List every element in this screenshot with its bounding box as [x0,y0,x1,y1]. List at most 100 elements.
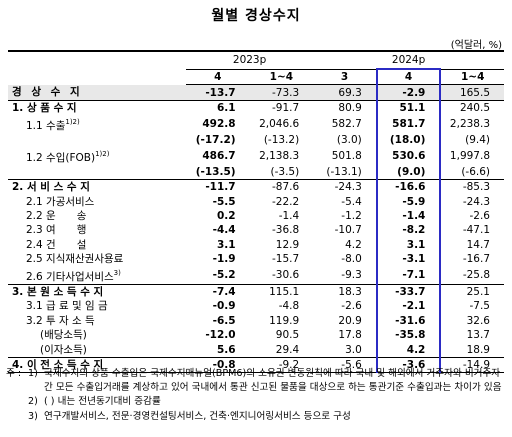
cell: 69.3 [313,84,377,101]
cell: (3.0) [336,133,362,146]
table-row: 2.5 지식재산권사용료 -1.9 -15.7 -8.0 -3.1 -16.7 [8,251,504,267]
row-label-text: 2.2 운 송 [26,209,87,222]
row-label-text: 1. 상 품 수 지 [12,101,77,114]
footnote-prefix [6,395,28,409]
table-row: 2.2 운 송 0.2 -1.4 -1.2 -1.4 -2.6 [8,208,504,224]
header-row: 4 1~4 3 4 1~4 [8,68,504,86]
footnote-ref: 1)2) [65,118,80,127]
table-row: 1.1 수출1)2) 492.8 2,046.6 582.7 581.7 2,238.3 [8,115,504,133]
cell: (-3.5) [270,165,300,178]
row-label-text: 1.2 수입(FOB) [26,151,96,164]
row-label: 2.6 기타사업서비스3) [8,266,186,284]
table-row: 2.4 건 설 3.1 12.9 4.2 3.1 14.7 [8,237,504,252]
footnote-mark: 2) [28,396,38,408]
group-header: 2023p [186,50,314,70]
row-label: 1.2 수입(FOB)1)2) [8,147,186,165]
footnote: 2) ( ) 내는 전년동기대비 증감률 [6,395,506,409]
cell: (9.4) [465,133,490,146]
cell: -3.1 [375,251,442,267]
cell: 3.0 [345,343,362,356]
cell: -7.5 [469,300,491,313]
cell: -24.3 [462,195,490,208]
cell: (-13.2) [263,133,300,146]
row-label-text: (이자소득) [40,343,87,356]
cell: -2.6 [469,209,491,222]
cell: -5.5 [212,195,236,208]
cell: -15.7 [272,253,300,266]
column-header: 1~4 [440,69,504,86]
row-label [8,165,186,180]
unit: (억달러, %) [450,40,502,51]
cell: -16.7 [462,253,490,266]
table-row: (-17.2) (-13.2) (3.0) (18.0) (9.4) [8,132,504,148]
cell: 51.1 [375,99,442,116]
cell: -8.2 [375,223,442,238]
footnote: 3) 연구개발서비스, 전문·경영컨설팅서비스, 건축·엔지니어링서비스 등으로 … [6,410,506,424]
cell: (18.0) [375,132,442,148]
cell: -7.4 [186,283,250,300]
cell: -73.3 [249,84,314,101]
cell: -2.1 [375,299,442,314]
notes: 주 : 1) 국제수지의 상품 수출입은 국제수지매뉴얼(BPM6)의 소유권 변동… [6,367,506,424]
cell: -16.6 [375,178,442,195]
cell: -24.3 [313,178,377,195]
footnote: 주 : 1) 국제수지의 상품 수출입은 국제수지매뉴얼(BPM6)의 소유권 변동… [6,367,506,395]
row-label: 1.1 수출1)2) [8,115,186,133]
cell: 501.8 [331,149,362,162]
cell: 486.7 [202,149,236,162]
cell: 6.1 [186,99,250,116]
cell: -2.6 [341,300,362,313]
title: 월별 경상수지 [211,8,301,24]
footnote-ref: 1)2) [95,150,110,159]
cell: -25.8 [462,269,490,282]
cell: -85.3 [440,178,504,195]
cell: 492.8 [202,117,236,130]
cell: 165.5 [440,84,504,101]
cell: -0.8 [186,356,250,374]
cell: 5.6 [216,343,236,356]
cell: 582.7 [331,117,362,130]
cell: 29.4 [275,343,300,356]
cell: -1.4 [278,209,300,222]
row-label-text: 2.6 기타사업서비스 [26,270,114,283]
table-row: (배당소득) -12.0 90.5 17.8 -35.8 13.7 [8,327,504,343]
row-label: 3.2 투 자 소 득 [8,314,186,328]
row-label: 3. 본 원 소 득 수 지 [8,283,186,300]
cell: -22.2 [272,195,300,208]
cell: 32.6 [466,314,490,327]
row-label: 경 상 수 지 [8,84,186,101]
cell: 0.2 [216,209,236,222]
footnote-text: 국제수지의 상품 수출입은 국제수지매뉴얼(BPM6)의 소유권 변동원칙에 따… [44,368,502,394]
row-label-text: 3. 본 원 소 득 수 지 [12,285,104,298]
cell: -9.2 [249,356,314,374]
row-label-text: (배당소득) [40,329,87,342]
cell: -10.7 [334,224,362,237]
cell: (-13.5) [195,165,236,178]
cell: 3.1 [375,237,442,252]
cell: (9.0) [375,164,442,180]
footnote-prefix [6,410,28,424]
row-label: 2.3 여 행 [8,223,186,237]
footnote-mark: 1) [28,368,38,379]
cell: 17.8 [338,329,362,342]
row-label: 2.5 지식재산권사용료 [8,252,186,266]
cell: 4.2 [375,342,442,358]
table-row: (-13.5) (-3.5) (-13.1) (9.0) (-6.6) [8,164,504,180]
cell: 18.9 [466,343,490,356]
cell: -4.4 [212,224,236,237]
cell: 119.9 [269,314,300,327]
cell: 90.5 [275,329,300,342]
row-label-text: 2.3 여 행 [26,224,87,237]
cell: -9.3 [341,269,362,282]
row-label: 2.1 가공서비스 [8,194,186,208]
table-row: (이자소득) 5.6 29.4 3.0 4.2 18.9 [8,342,504,358]
row-label: (이자소득) [8,342,186,357]
cell: (-17.2) [195,133,236,146]
footnote-mark: 3) [28,410,38,422]
cell: -4.8 [278,300,300,313]
cell: -33.7 [375,283,442,300]
cell: -1.9 [212,253,236,266]
cell: -11.7 [186,178,250,195]
cell: 2,138.3 [259,149,300,162]
